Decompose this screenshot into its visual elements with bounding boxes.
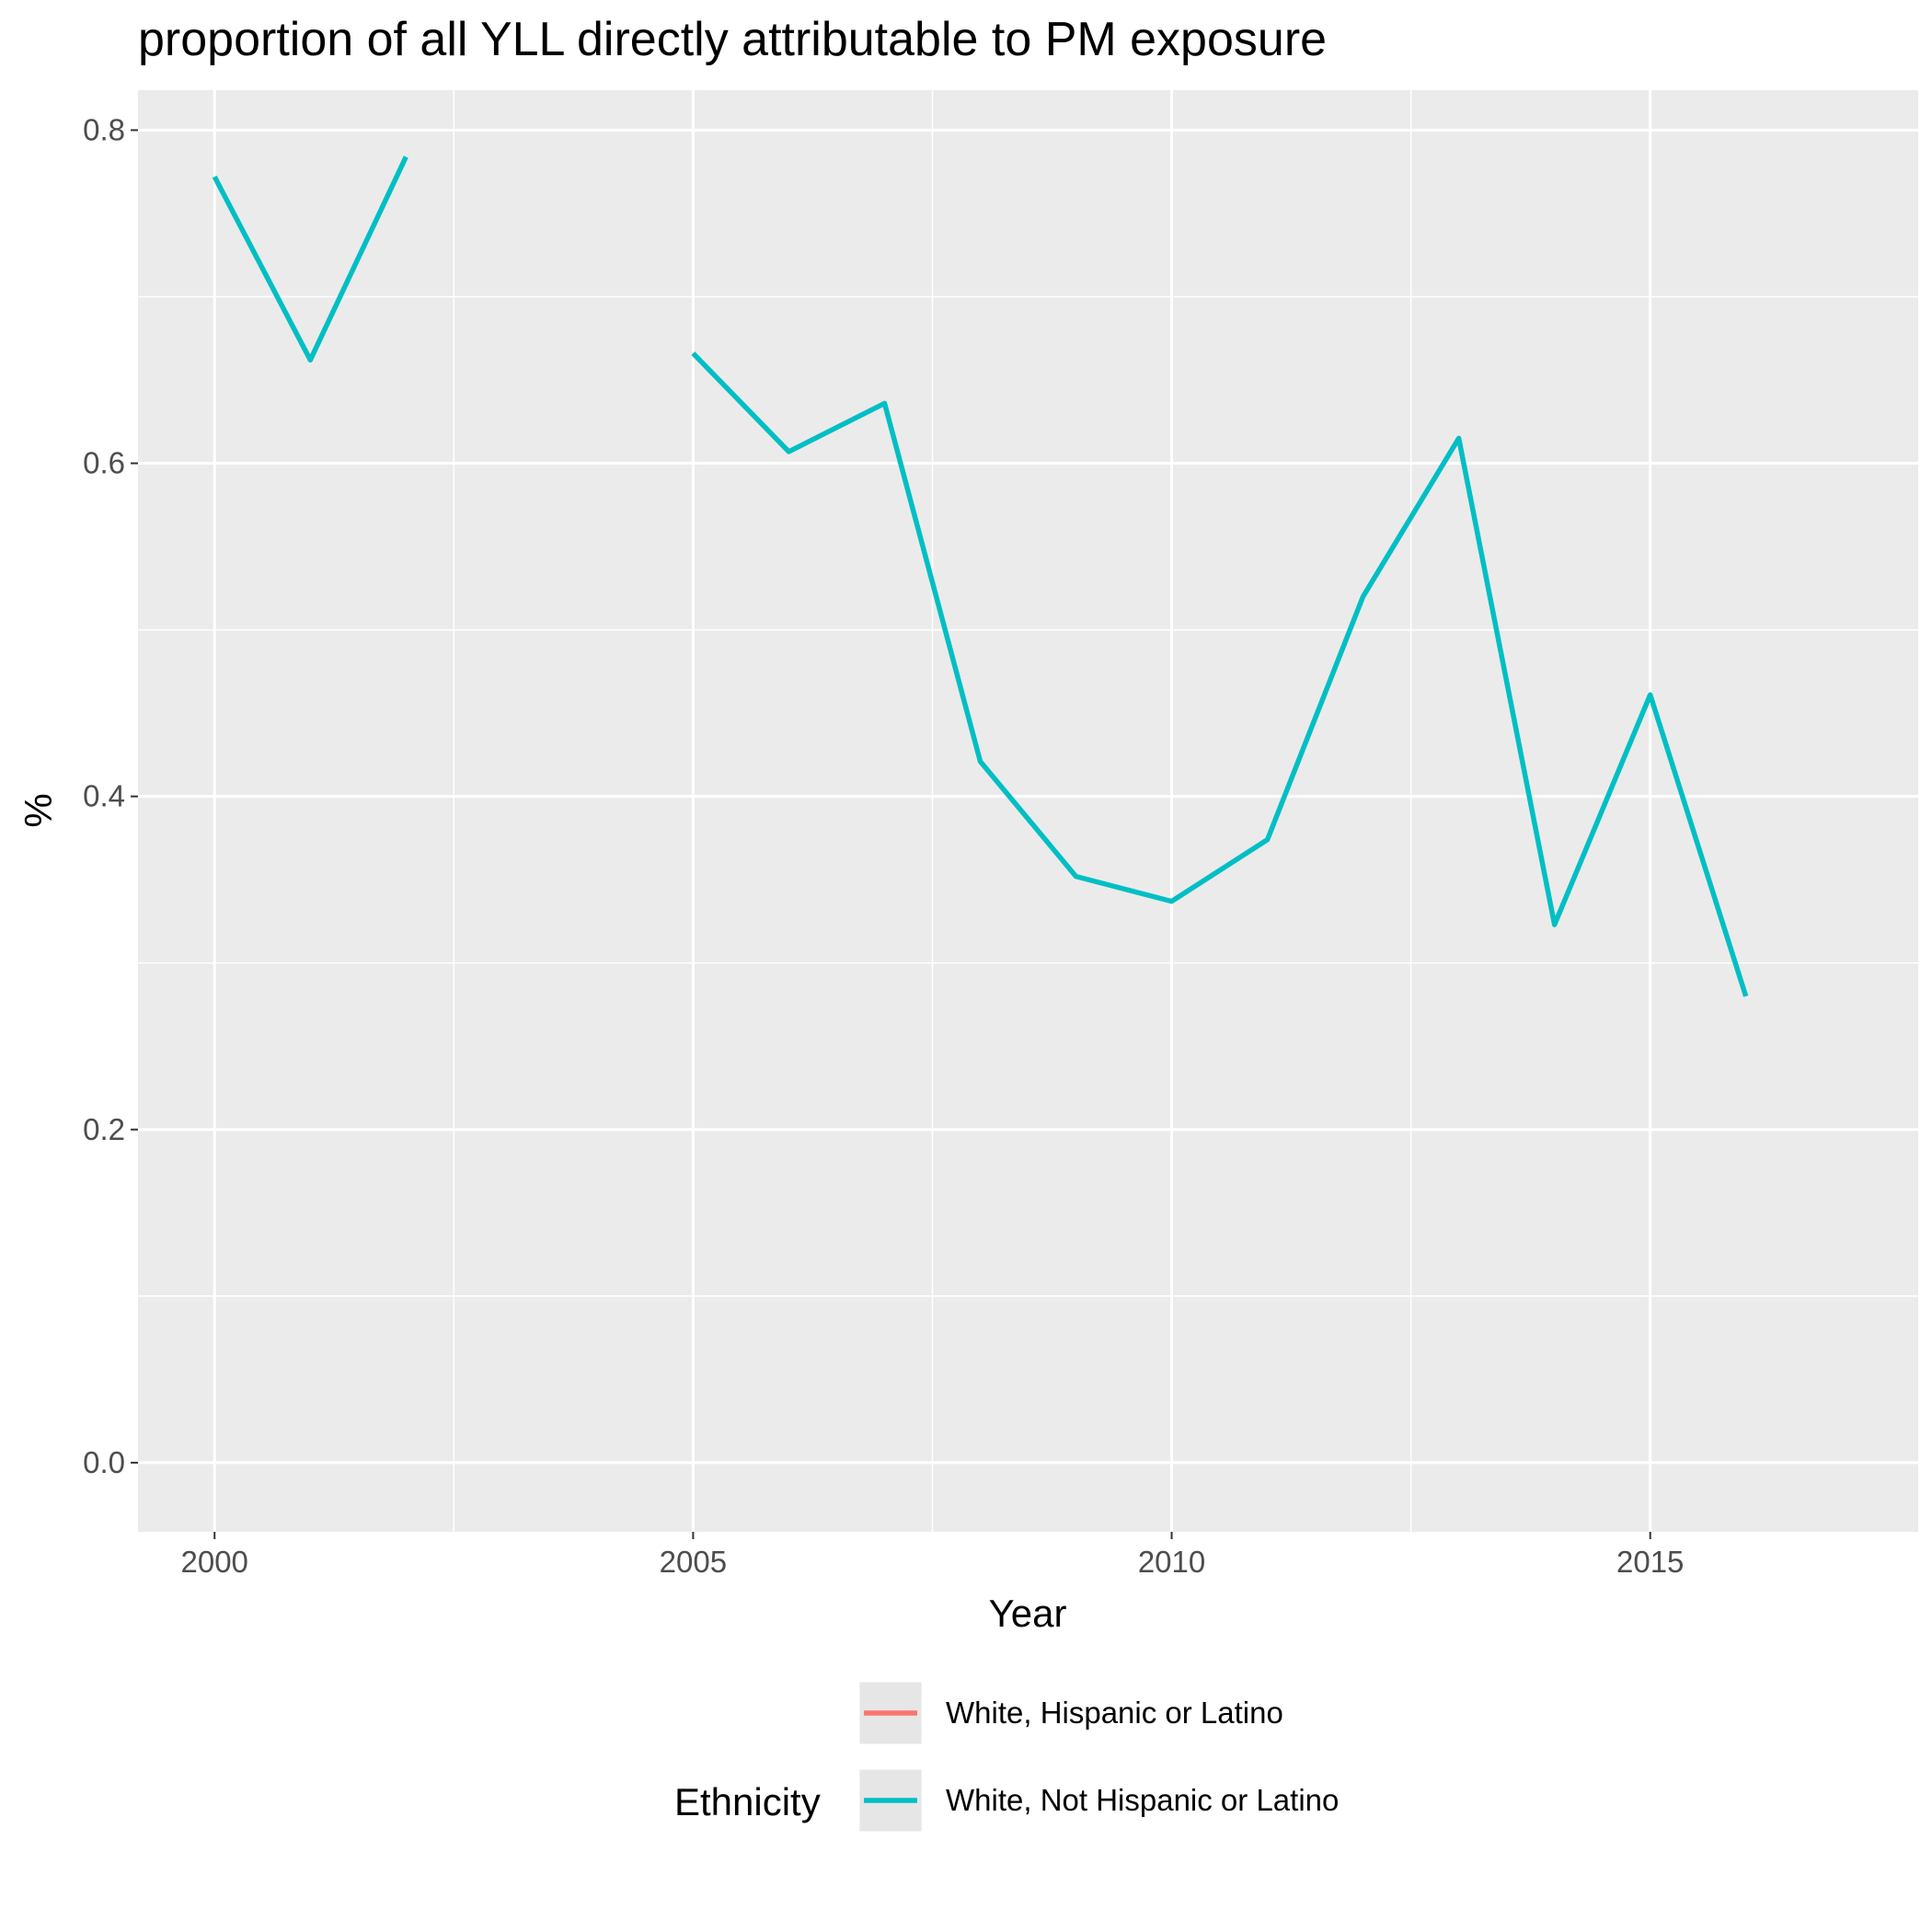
x-tick-label: 2015 <box>1616 1545 1684 1579</box>
y-tick-label: 0.2 <box>83 1112 125 1146</box>
grid-major-lines <box>138 90 1918 1532</box>
y-tick-label: 0.4 <box>83 779 125 813</box>
x-tick-label: 2005 <box>660 1545 727 1579</box>
legend-title: Ethnicity <box>674 1780 821 1823</box>
legend-label: White, Not Hispanic or Latino <box>946 1783 1339 1817</box>
x-axis-title: Year <box>989 1592 1067 1635</box>
x-tick-label: 2000 <box>181 1545 248 1579</box>
y-tick-label: 0.0 <box>83 1445 125 1479</box>
legend: Ethnicity White, Hispanic or LatinoWhite… <box>674 1679 1339 1834</box>
legend-label: White, Hispanic or Latino <box>946 1696 1283 1730</box>
plot-panel <box>138 90 1918 1532</box>
legend-items: White, Hispanic or Latino White, Not Hisp… <box>857 1679 1339 1834</box>
grid-minor-lines <box>138 90 1918 1532</box>
y-tick-labels: 0.0 0.2 0.4 0.6 0.8 <box>83 112 125 1478</box>
series-line <box>212 155 408 363</box>
axis-ticks <box>131 129 1651 1539</box>
y-axis-title: % <box>17 793 60 827</box>
series-line <box>691 351 1749 997</box>
series-layer <box>212 155 1749 997</box>
x-tick-label: 2010 <box>1138 1545 1205 1579</box>
chart-title: proportion of all YLL directly attributa… <box>138 13 1327 66</box>
x-tick-labels: 2000 2005 2010 2015 <box>181 1545 1685 1579</box>
y-tick-label: 0.8 <box>83 112 125 146</box>
y-tick-label: 0.6 <box>83 446 125 480</box>
